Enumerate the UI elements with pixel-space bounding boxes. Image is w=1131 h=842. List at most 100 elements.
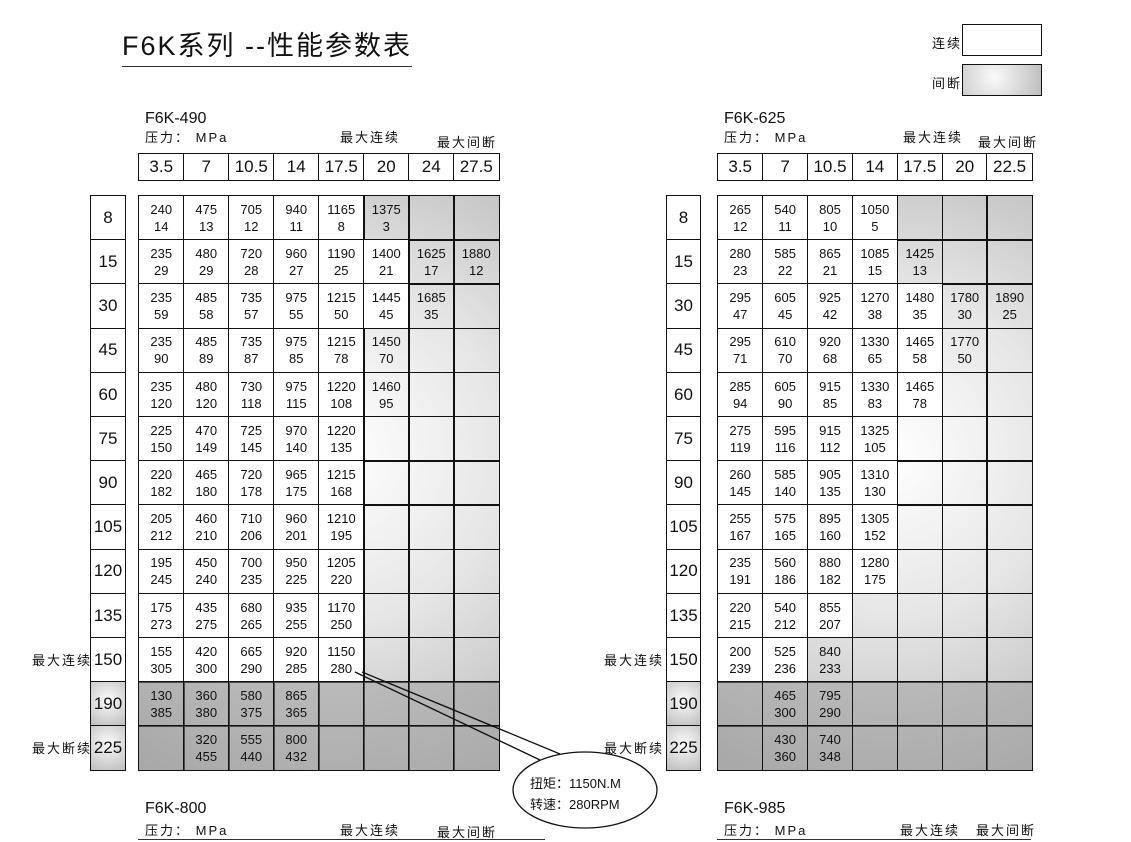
speed-value: 180 (195, 484, 218, 500)
speed-value: 305 (150, 660, 173, 676)
torque-value: 735 (240, 334, 263, 350)
speed-value: 65 (867, 351, 883, 367)
torque-value: 465 (774, 688, 796, 704)
torque-value: 1445 (371, 290, 401, 306)
data-cell (986, 416, 1033, 462)
pressure-header: 17.5 (318, 153, 365, 181)
torque-value: 1085 (860, 246, 890, 262)
torque-value: 220 (729, 599, 752, 615)
data-cell: 1220 135 (318, 416, 365, 462)
flow-label: 135 (666, 592, 701, 639)
torque-value: 840 (819, 643, 841, 659)
torque-value: 555 (240, 732, 263, 748)
torque-value: 720 (240, 246, 263, 262)
torque-value: 710 (240, 511, 263, 527)
flow-label: 30 (666, 283, 701, 330)
torque-value: 950 (285, 555, 308, 571)
flow-label: 30 (90, 283, 126, 330)
data-cell: 1465 78 (896, 371, 943, 418)
callout-torque: 扭矩：1150N.M (530, 776, 621, 791)
flow-label: 15 (666, 239, 701, 285)
callout-speed: 转速：280RPM (530, 797, 620, 812)
flow-label: 190 (90, 681, 126, 727)
speed-value: 191 (729, 572, 752, 588)
data-cell: 975 85 (273, 327, 320, 374)
torque-value: 1325 (860, 422, 890, 438)
torque-value: 485 (195, 290, 218, 306)
speed-value: 15 (867, 263, 883, 279)
data-cell: 1210 195 (318, 504, 365, 551)
data-cell (986, 637, 1033, 683)
speed-value: 23 (732, 263, 748, 279)
data-cell: 220 182 (138, 460, 185, 506)
side-max-continuous: 最大连续 (32, 653, 93, 668)
speed-value: 145 (240, 439, 263, 455)
speed-value: 50 (957, 351, 972, 367)
data-cell (453, 637, 500, 683)
data-cell (408, 725, 455, 772)
data-cell: 1220 108 (318, 371, 365, 418)
data-cell: 1770 50 (941, 327, 988, 374)
torque-value: 1150 (327, 643, 356, 659)
speed-value: 365 (285, 705, 308, 721)
data-cell: 975 55 (273, 283, 320, 330)
data-cell: 735 57 (228, 283, 275, 330)
speed-value: 182 (819, 572, 841, 588)
speed-value: 35 (912, 307, 928, 323)
max-continuous-label: 最大连续 (900, 823, 961, 838)
data-cell: 480 120 (183, 371, 230, 418)
data-cell: 285 94 (717, 371, 764, 418)
data-cell: 720 28 (228, 239, 275, 285)
data-cell: 855 207 (806, 592, 854, 639)
torque-value: 320 (195, 732, 218, 748)
data-cell: 225 150 (138, 416, 185, 462)
data-cell: 525 236 (761, 637, 809, 683)
speed-value: 360 (774, 749, 796, 765)
speed-value: 233 (819, 660, 841, 676)
torque-value: 605 (774, 290, 796, 306)
speed-value: 380 (195, 705, 218, 721)
flow-label: 90 (666, 460, 701, 506)
speed-value: 58 (912, 351, 928, 367)
torque-value: 130 (150, 688, 173, 704)
pressure-header: 22.5 (986, 153, 1033, 181)
speed-value: 165 (774, 528, 796, 544)
speed-value: 38 (867, 307, 883, 323)
speed-value: 250 (330, 616, 353, 632)
torque-value: 1460 (371, 378, 401, 394)
torque-value: 240 (150, 201, 173, 217)
data-cell: 730 118 (228, 371, 275, 418)
speed-value: 17 (424, 263, 439, 279)
torque-value: 1270 (860, 290, 890, 306)
divider (717, 839, 1031, 840)
speed-value: 27 (289, 263, 304, 279)
torque-value: 1170 (327, 599, 356, 615)
speed-value: 175 (285, 484, 308, 500)
flow-label: 45 (666, 327, 701, 374)
data-cell: 265 12 (717, 195, 764, 241)
speed-value: 290 (240, 660, 263, 676)
divider (138, 839, 545, 840)
speed-value: 78 (334, 351, 349, 367)
pressure-header: 14 (273, 153, 320, 181)
torque-value: 1780 (950, 290, 980, 306)
speed-value: 236 (774, 660, 796, 676)
speed-value: 25 (334, 263, 349, 279)
torque-value: 585 (774, 467, 796, 483)
torque-value: 1280 (860, 555, 890, 571)
torque-value: 680 (240, 599, 263, 615)
speed-value: 255 (285, 616, 308, 632)
data-cell: 1050 5 (851, 195, 899, 241)
data-cell (453, 725, 500, 772)
speed-value: 29 (154, 263, 169, 279)
torque-value: 975 (285, 334, 308, 350)
data-cell: 1190 25 (318, 239, 365, 285)
page-title: F6K系列 --性能参数表 (122, 31, 413, 61)
torque-value: 575 (774, 511, 796, 527)
torque-value: 1205 (326, 555, 356, 571)
speed-value: 201 (285, 528, 308, 544)
speed-value: 300 (774, 705, 796, 721)
speed-value: 12 (244, 218, 259, 234)
speed-value: 50 (334, 307, 349, 323)
